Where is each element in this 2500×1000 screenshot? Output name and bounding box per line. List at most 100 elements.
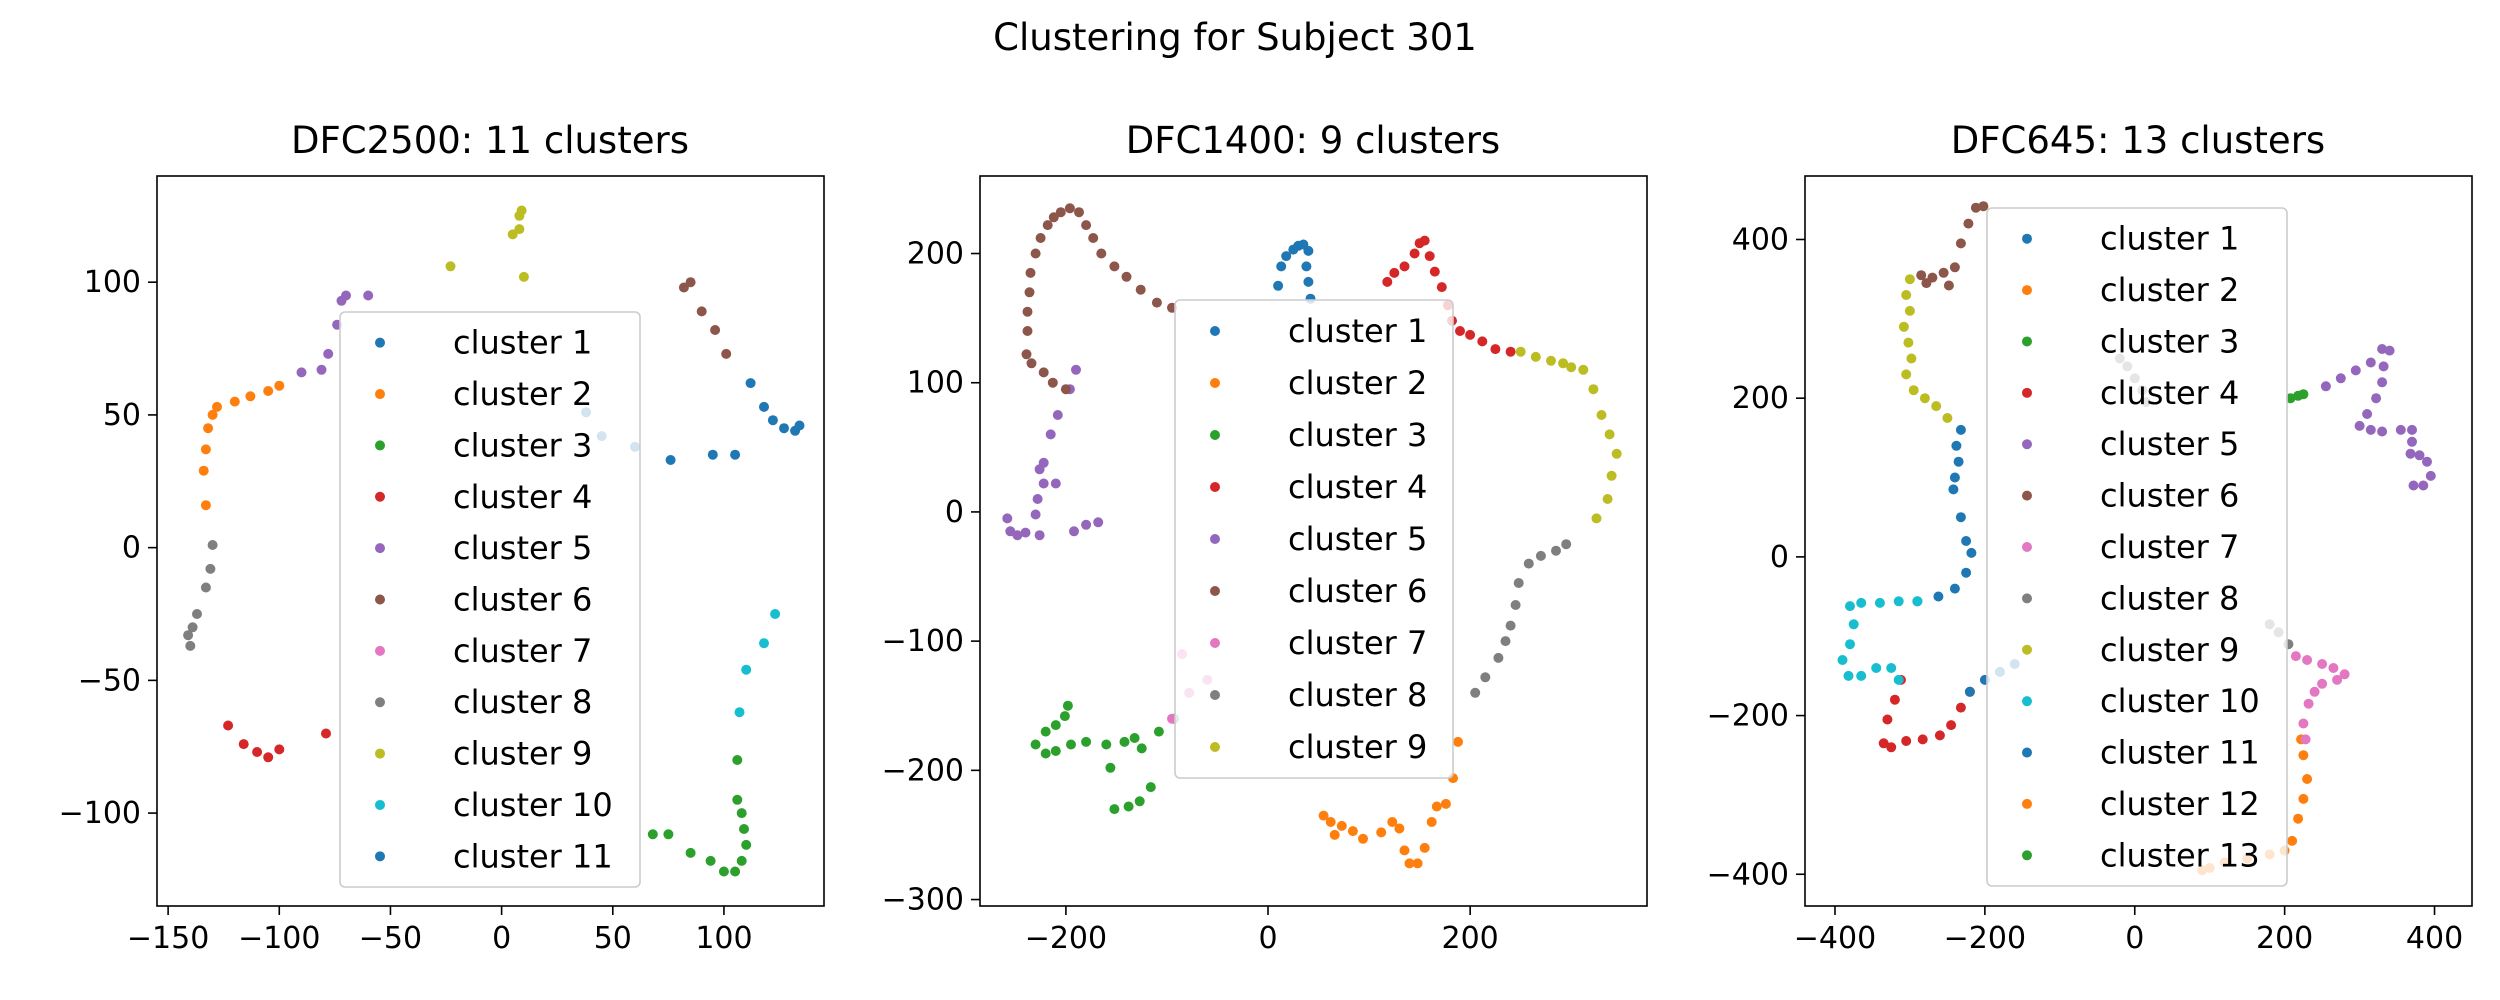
- data-point: [1153, 726, 1164, 737]
- legend-entry: cluster 7: [2100, 528, 2239, 566]
- data-point: [1101, 739, 1112, 750]
- legend-marker: [2022, 542, 2032, 552]
- data-point: [1611, 448, 1622, 459]
- data-point: [323, 348, 334, 359]
- legend-entry: cluster 5: [1288, 520, 1427, 558]
- data-point: [1030, 739, 1041, 750]
- legend-marker: [2022, 798, 2032, 809]
- scatter-marks: [183, 205, 805, 877]
- legend-entry: cluster 12: [2100, 785, 2260, 823]
- data-point: [1129, 733, 1140, 743]
- legend-marker: [2022, 593, 2032, 604]
- data-point: [2365, 424, 2376, 435]
- data-point: [1281, 251, 1292, 262]
- legend-entry: cluster 11: [453, 837, 613, 875]
- data-point: [770, 609, 781, 619]
- data-point: [1931, 401, 1942, 412]
- data-point: [1882, 714, 1893, 725]
- legend-marker: [2022, 387, 2032, 398]
- data-point: [2378, 361, 2389, 372]
- data-point: [1002, 513, 1013, 524]
- data-point: [1919, 393, 1930, 404]
- data-point: [1490, 344, 1501, 355]
- data-point: [1908, 385, 1919, 396]
- data-point: [2371, 393, 2382, 404]
- data-point: [1961, 536, 1972, 546]
- data-point: [1109, 261, 1120, 272]
- legend-entry: cluster 4: [453, 478, 592, 516]
- y-tick-label: −100: [882, 624, 964, 659]
- data-point: [1470, 687, 1481, 698]
- axes: −400 −200 0 200 400 −400 −200 0 200 400: [1707, 175, 2473, 956]
- legend-marker: [375, 697, 385, 708]
- data-point: [647, 829, 658, 840]
- data-point: [200, 582, 211, 593]
- data-point: [1505, 620, 1516, 631]
- data-point: [1071, 364, 1081, 375]
- x-tick-label: 0: [492, 921, 511, 956]
- x-tick-label: 0: [2125, 921, 2144, 956]
- data-point: [1874, 597, 1885, 608]
- data-point: [1893, 674, 1904, 685]
- data-point: [1050, 478, 1061, 489]
- data-point: [663, 829, 674, 840]
- data-point: [1429, 266, 1440, 277]
- legend-marker: [375, 543, 385, 554]
- data-point: [1026, 358, 1037, 369]
- data-point: [1551, 545, 1561, 556]
- data-point: [1523, 558, 1534, 569]
- data-point: [1951, 440, 1962, 451]
- data-point: [1906, 353, 1917, 364]
- data-point: [1038, 478, 1049, 489]
- data-point: [1606, 470, 1617, 481]
- panel-title: DFC2500: 11 clusters: [291, 119, 689, 162]
- legend-entry: cluster 4: [1288, 468, 1427, 506]
- panel-title: DFC1400: 9 clusters: [1126, 119, 1500, 162]
- data-point: [730, 866, 741, 877]
- data-point: [1942, 413, 1953, 423]
- data-point: [736, 855, 747, 866]
- panel-title: DFC645: 13 clusters: [1951, 119, 2325, 162]
- data-point: [1303, 245, 1314, 256]
- data-point: [1505, 346, 1516, 357]
- data-point: [1040, 726, 1051, 737]
- data-point: [1318, 810, 1329, 821]
- axes: −150 −100 −50 0 50 100 −100 −50 0 50 100: [59, 175, 825, 956]
- legend-entry: cluster 10: [453, 786, 613, 824]
- data-point: [2328, 663, 2339, 673]
- legend-marker: [2022, 644, 2032, 655]
- data-point: [1060, 384, 1071, 395]
- data-point: [1886, 742, 1897, 753]
- legend-marker: [375, 645, 385, 656]
- legend-entry: cluster 8: [1288, 676, 1427, 714]
- data-point: [1062, 700, 1073, 711]
- data-point: [274, 744, 285, 755]
- data-point: [1916, 270, 1927, 281]
- data-point: [685, 277, 696, 288]
- data-point: [1121, 271, 1132, 282]
- data-point: [707, 449, 718, 460]
- y-tick-label: 0: [945, 495, 964, 530]
- legend-entry: cluster 5: [2100, 425, 2239, 463]
- data-point: [1303, 276, 1314, 287]
- data-point: [2354, 420, 2365, 431]
- data-point: [1419, 842, 1430, 853]
- data-point: [1012, 530, 1023, 541]
- data-point: [205, 563, 216, 574]
- data-point: [1949, 472, 1960, 483]
- y-tick-label: 100: [907, 366, 964, 401]
- data-point: [1837, 655, 1848, 665]
- data-point: [2377, 426, 2388, 437]
- legend-entry: cluster 8: [453, 683, 592, 721]
- data-point: [1845, 639, 1855, 650]
- data-point: [1886, 663, 1897, 673]
- data-point: [1276, 261, 1287, 272]
- data-point: [1901, 369, 1912, 380]
- data-point: [2317, 678, 2328, 689]
- data-point: [1856, 597, 1867, 608]
- data-point: [1898, 321, 1909, 332]
- data-point: [2425, 470, 2436, 481]
- data-point: [1431, 801, 1442, 812]
- data-point: [1933, 591, 1944, 602]
- data-point: [665, 455, 676, 465]
